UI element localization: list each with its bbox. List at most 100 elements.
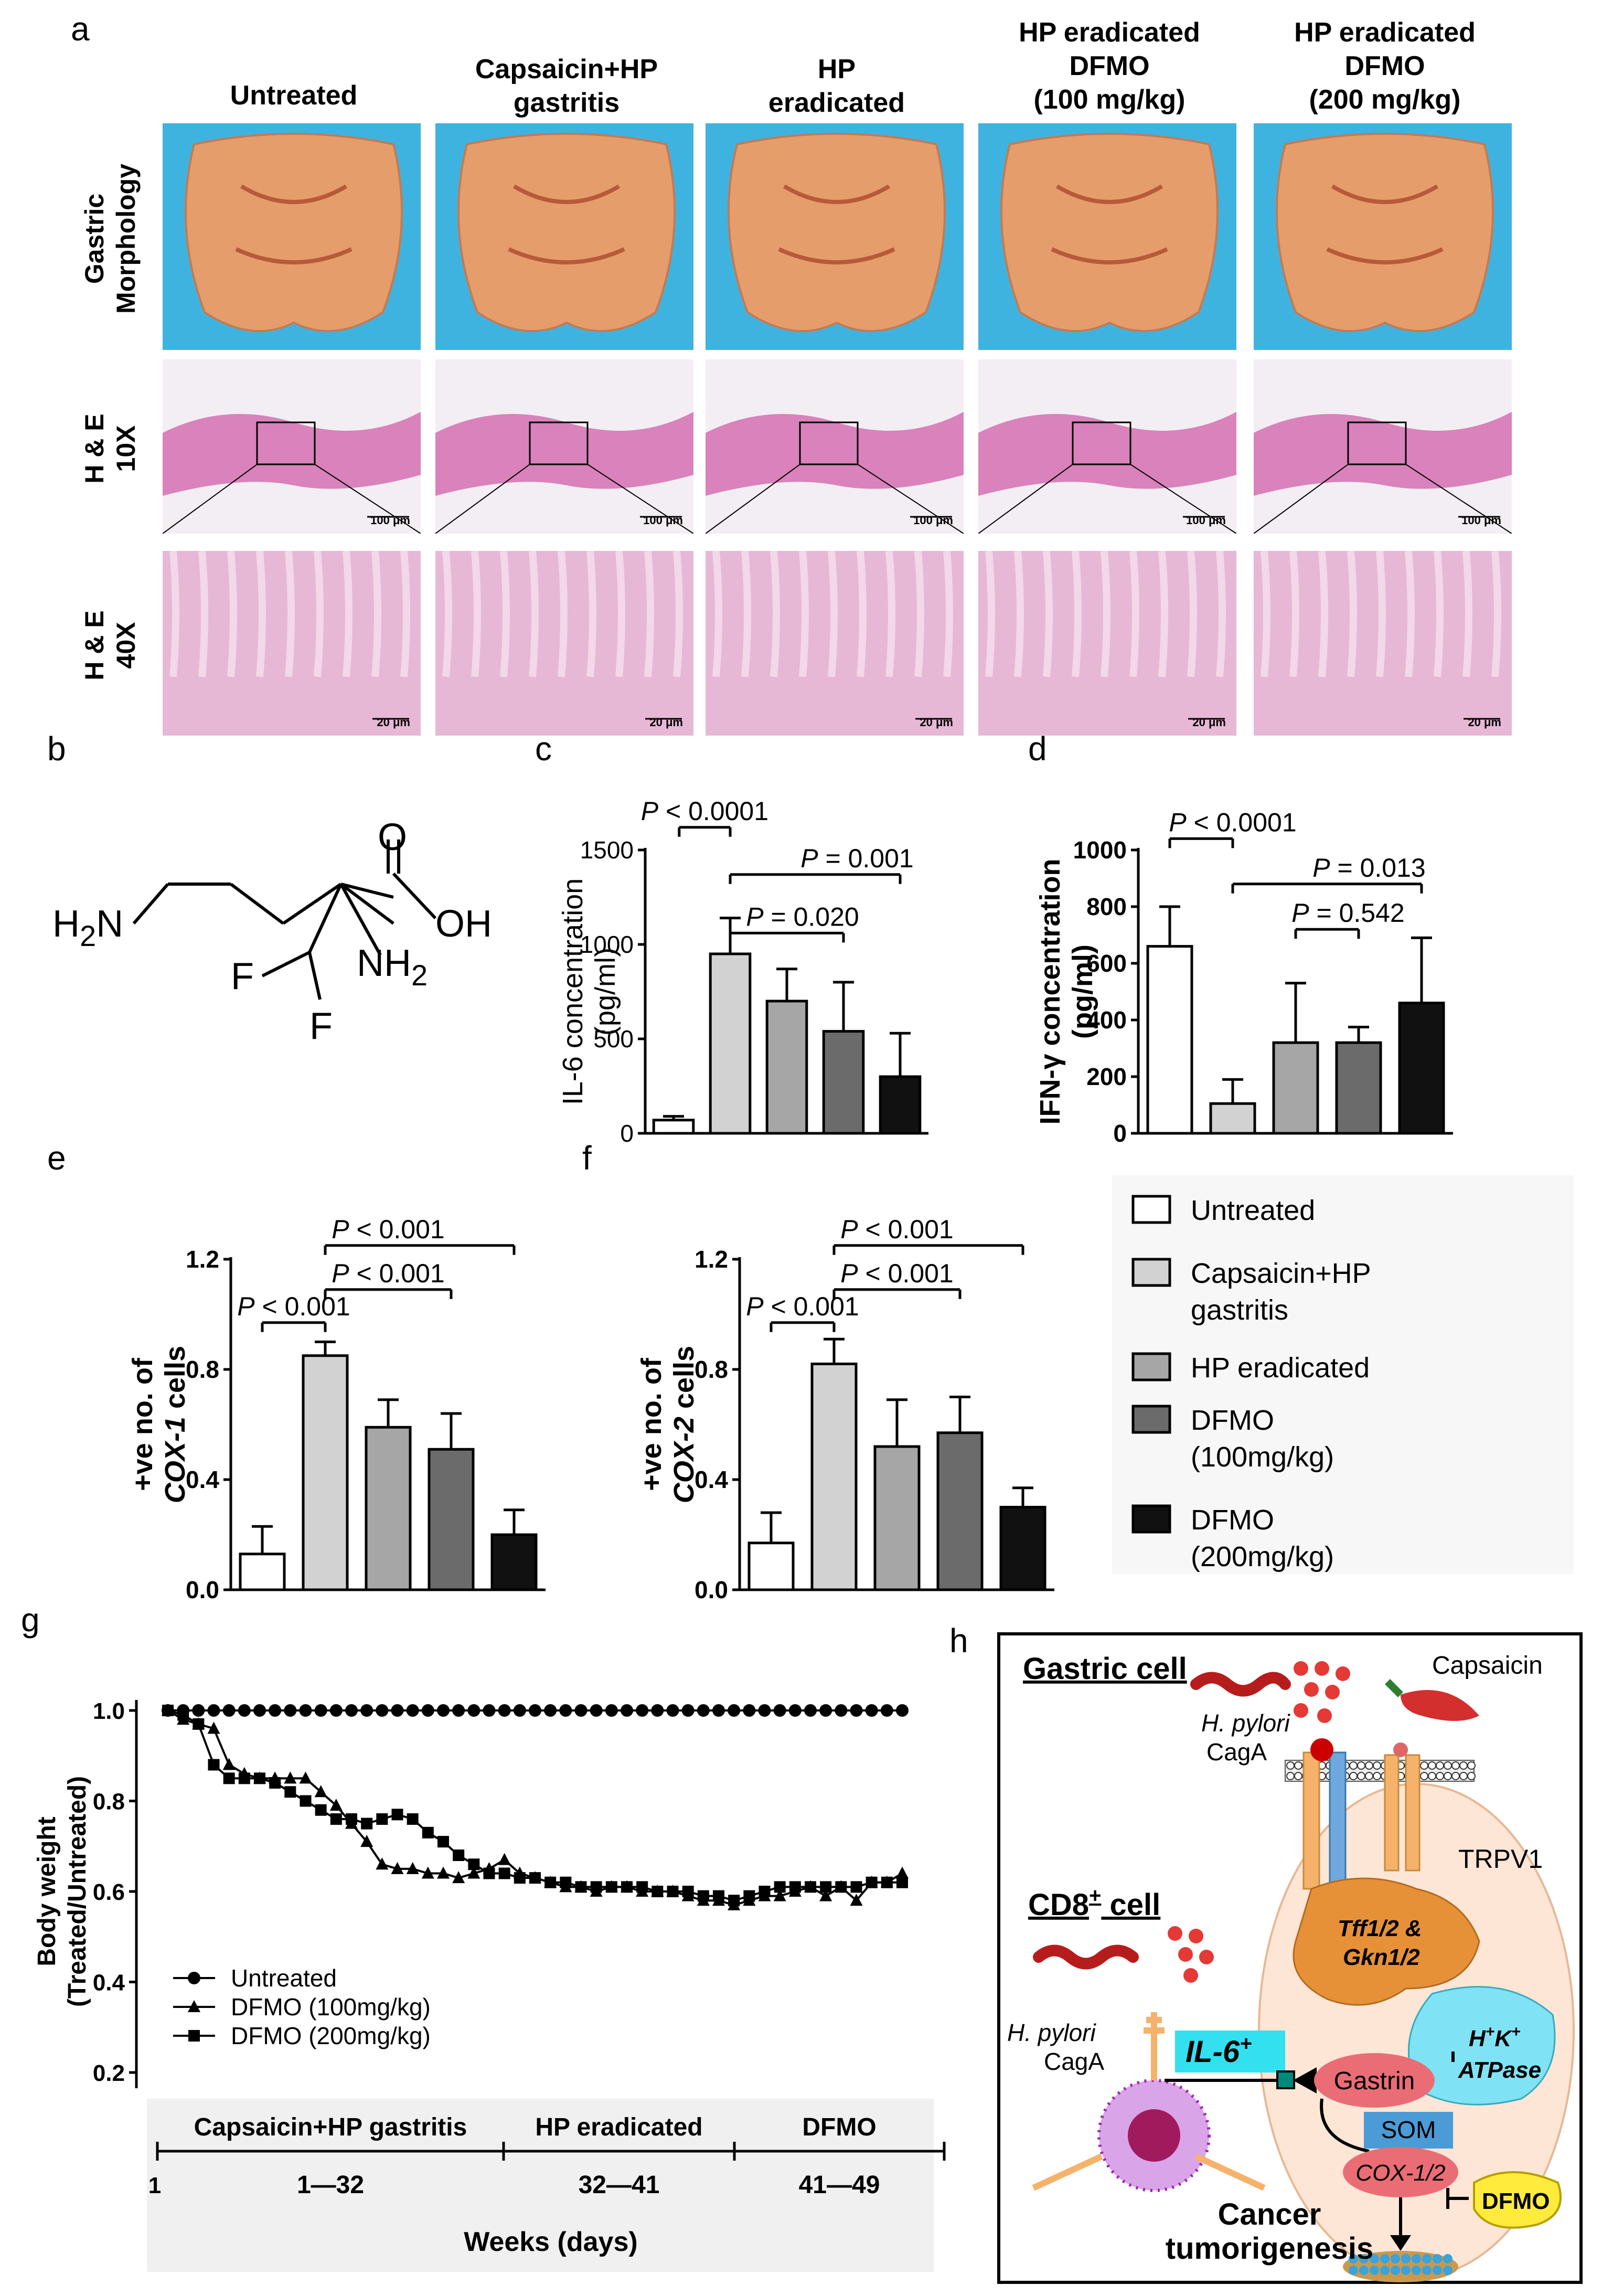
y-tick-label: 0 <box>620 1120 634 1147</box>
y-axis-title-line: (pg/ml) <box>1067 944 1098 1039</box>
y-axis-title-line: (Treated/Untreated) <box>63 1776 91 2007</box>
atom-o: O <box>378 819 407 858</box>
atpase-blob <box>1408 1986 1556 2106</box>
zoom-box <box>256 421 316 465</box>
point-dfmo200 <box>575 1881 587 1893</box>
point-untreated <box>238 1704 251 1717</box>
point-untreated <box>376 1704 389 1717</box>
stomach-shape <box>457 133 676 332</box>
lipid-head <box>1286 1761 1295 1770</box>
gland-line <box>770 551 780 677</box>
point-untreated <box>498 1704 511 1717</box>
point-untreated <box>421 1704 434 1717</box>
atom-h2n: H2N <box>52 903 123 952</box>
gland-line <box>500 551 510 677</box>
bar-0 <box>652 1119 695 1135</box>
tissue-band <box>1254 412 1512 496</box>
bar-4 <box>879 1075 922 1135</box>
point-dfmo100 <box>376 1857 389 1870</box>
atom-f2: F <box>309 1005 333 1047</box>
tumor-cell <box>1433 2266 1442 2275</box>
scale-label: 100 μm <box>1186 514 1226 527</box>
phase-name-1: HP eradicated <box>535 2113 702 2141</box>
gkn-label: Gkn1/2 <box>1343 1944 1420 1970</box>
gland-line <box>1347 551 1357 677</box>
point-dfmo200 <box>682 1886 694 1897</box>
point-dfmo200 <box>422 1826 434 1838</box>
point-untreated <box>559 1704 572 1717</box>
column-header-3: HP eradicated DFMO (100 mg/kg) <box>1019 17 1200 115</box>
column-header-0: Untreated <box>230 80 358 111</box>
point-untreated <box>253 1704 266 1717</box>
caga-label-1: CagA <box>1206 1738 1267 1766</box>
panel-a-letter: a <box>71 10 90 48</box>
bar-0 <box>1146 945 1193 1135</box>
point-dfmo200 <box>590 1881 602 1893</box>
zoom-line-left <box>1254 464 1349 534</box>
legend-bg <box>1112 1175 1574 1574</box>
point-dfmo100 <box>773 1889 786 1901</box>
point-dfmo200 <box>254 1772 265 1784</box>
p-value-0: P < 0.001 <box>237 1292 350 1321</box>
gland-line <box>828 551 838 677</box>
il6-receptor-icon <box>1276 2070 1295 2089</box>
lipid-head <box>1294 1772 1302 1780</box>
point-dfmo200 <box>789 1881 801 1893</box>
bar-2 <box>765 1000 808 1135</box>
cancer-label-2: tumorigenesis <box>1166 2231 1373 2266</box>
capsaicin-label: Capsaicin <box>1432 1652 1543 1680</box>
y-tick-label: 500 <box>593 1025 634 1053</box>
gland-line <box>885 551 895 677</box>
y-tick-label: 400 <box>1086 1006 1127 1034</box>
he-40x-micrograph-3: 20 μm <box>978 551 1236 736</box>
bar-2 <box>873 1445 921 1591</box>
point-dfmo200 <box>193 1718 205 1730</box>
point-dfmo200 <box>835 1881 847 1893</box>
lipid-head <box>1428 1772 1436 1780</box>
tff-label: Tff1/2 & <box>1338 1916 1422 1941</box>
y-axis-title: IFN-γ concentration (pg/ml) <box>1034 858 1098 1124</box>
gland-line <box>314 551 324 677</box>
he-40x-micrograph-0: 20 μm <box>163 551 421 736</box>
bar-4 <box>999 1506 1046 1591</box>
lipid-head <box>1436 1772 1444 1780</box>
gastrin-node <box>1314 2053 1435 2108</box>
lipid-head <box>1459 1761 1468 1770</box>
x-axis-title: Weeks (days) <box>464 2227 637 2257</box>
point-untreated <box>896 1704 909 1717</box>
p-value-2: P = 0.020 <box>746 902 859 931</box>
point-untreated <box>269 1704 282 1717</box>
lipid-head <box>1444 1772 1452 1780</box>
tumor-cell <box>1370 2254 1379 2263</box>
tissue-band <box>163 412 421 496</box>
gland-line <box>1376 551 1386 677</box>
stomach-folds <box>1051 184 1168 264</box>
point-untreated <box>437 1704 450 1717</box>
y-axis-title: +ve no. of COX-1 cells <box>127 1346 191 1503</box>
stomach-folds <box>508 184 625 264</box>
gland-line <box>586 551 596 677</box>
legend-marker-2 <box>188 2030 200 2042</box>
point-untreated <box>865 1704 878 1717</box>
point-untreated <box>329 1704 343 1717</box>
gland-line <box>1101 551 1110 677</box>
bar-2 <box>365 1426 412 1591</box>
tff-gkn-blob <box>1293 1877 1480 2006</box>
p-value-2: P = 0.542 <box>1291 898 1404 928</box>
gastric-cell-title: Gastric cell <box>1023 1652 1187 1686</box>
legend-label-2: DFMO (200mg/kg) <box>231 2022 431 2049</box>
point-untreated <box>773 1704 786 1717</box>
bar-3 <box>428 1448 475 1591</box>
tumor-cell <box>1391 2254 1400 2263</box>
y-axis-title-line: IL-6 concentration <box>557 878 589 1105</box>
y-tick-label: 0.4 <box>186 1466 219 1493</box>
lipid-head <box>1373 1761 1381 1770</box>
scale-label: 100 μm <box>1461 514 1501 527</box>
point-dfmo200 <box>346 1813 357 1825</box>
tumor-cell <box>1412 2266 1421 2275</box>
point-dfmo100 <box>498 1853 511 1865</box>
point-untreated <box>697 1704 710 1717</box>
gland-line <box>471 551 481 677</box>
point-untreated <box>513 1704 526 1717</box>
point-dfmo200 <box>223 1772 235 1784</box>
